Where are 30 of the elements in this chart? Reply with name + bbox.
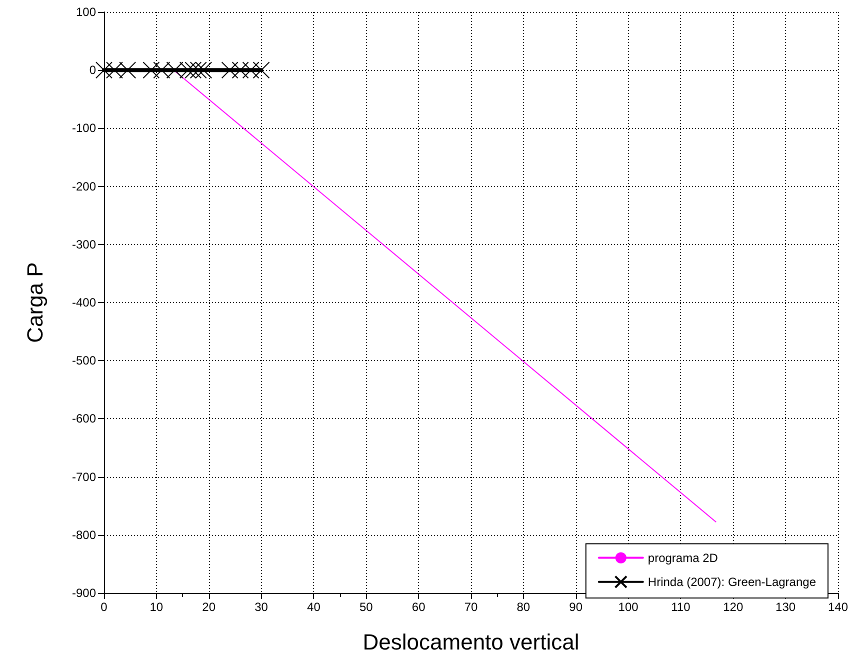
x-tick-label: 140 — [828, 600, 848, 614]
x-tick-label: 30 — [254, 600, 268, 614]
y-tick-label: 100 — [76, 5, 96, 19]
x-tick-label: 110 — [671, 600, 691, 614]
x-tick-label: 90 — [569, 600, 583, 614]
y-tick-label: 0 — [89, 63, 96, 78]
y-tick-label: -800 — [72, 528, 96, 542]
y-tick-label: -500 — [72, 354, 96, 368]
x-tick-label: 60 — [412, 600, 426, 614]
x-tick-label: 50 — [359, 600, 374, 614]
x-tick-label: 40 — [307, 600, 321, 614]
y-tick-label: -200 — [72, 179, 96, 194]
x-tick-label: 10 — [150, 600, 164, 614]
y-axis-title: Carga P — [22, 262, 48, 343]
y-tick-label: -300 — [72, 237, 96, 252]
x-tick-label: 20 — [202, 600, 216, 614]
x-tick-label: 100 — [618, 600, 639, 614]
y-tick-label: -600 — [72, 412, 96, 426]
x-tick-label: 80 — [516, 600, 530, 614]
y-tick-label: -400 — [72, 296, 96, 310]
legend-label: programa 2D — [648, 550, 718, 565]
y-tick-label: -700 — [72, 470, 96, 484]
x-tick-label: 120 — [723, 600, 744, 614]
y-tick-label: -900 — [72, 586, 96, 600]
y-tick-label: -100 — [72, 121, 96, 136]
x-tick-label: 70 — [464, 600, 478, 614]
x-tick-label: 0 — [100, 600, 108, 614]
legend-label: Hrinda (2007): Green-Lagrange — [648, 574, 816, 589]
x-tick-label: 130 — [776, 600, 796, 614]
x-axis-title: Deslocamento vertical — [362, 630, 580, 654]
